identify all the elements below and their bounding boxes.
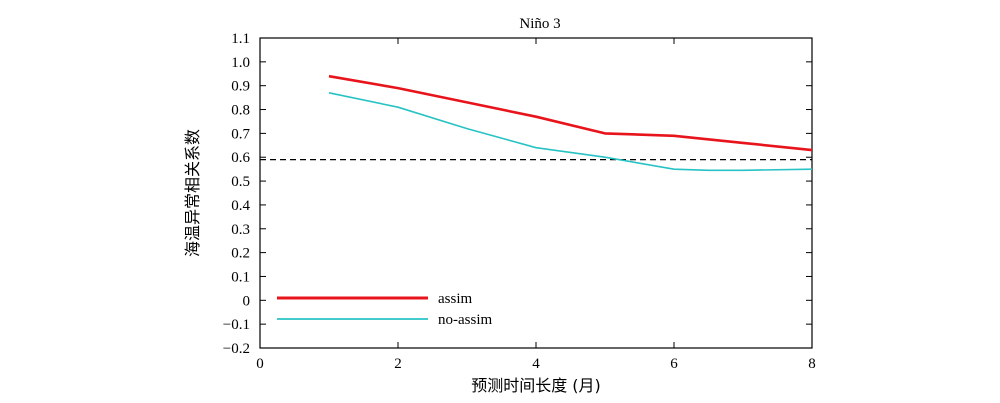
plot-frame [259, 37, 813, 349]
series-line-assim [328, 74, 813, 152]
x-tick-label: 4 [532, 356, 540, 372]
y-tick-label: 0.2 [231, 246, 250, 262]
x-tick-label: 8 [808, 356, 816, 372]
y-tick-label: −0.2 [223, 341, 250, 357]
x-tick-label: 0 [256, 356, 264, 372]
y-axis: 1.1 1.0 0.9 0.8 0.7 0.6 0.5 0.4 0.3 0.2 0.1 0 −0.1 −0… [223, 31, 812, 357]
x-axis-label: 预测时间长度 (月) [471, 376, 601, 395]
y-tick-label: 1.1 [231, 31, 250, 47]
y-tick-label: 0.8 [231, 103, 250, 119]
y-tick-label: 0.3 [231, 222, 250, 238]
chart-title: Niño 3 [519, 16, 560, 32]
y-tick-label: 1.0 [231, 55, 250, 71]
legend: assim no-assim [277, 291, 492, 328]
x-tick-label: 6 [670, 356, 678, 372]
series-line-no-assim [328, 92, 813, 172]
y-tick-label: 0.7 [231, 126, 250, 142]
y-tick-label: −0.1 [223, 317, 250, 333]
legend-label-no-assim: no-assim [438, 312, 492, 328]
y-axis-label: 海温异常相关系数 [183, 129, 202, 257]
y-tick-label: 0.1 [231, 269, 250, 285]
legend-label-assim: assim [438, 291, 473, 307]
y-tick-label: 0.4 [231, 198, 250, 214]
series-lines [328, 74, 813, 172]
y-tick-label: 0.9 [231, 79, 250, 95]
x-tick-label: 2 [394, 356, 402, 372]
y-tick-label: 0 [243, 293, 251, 309]
y-tick-label: 0.6 [231, 150, 250, 166]
y-tick-label: 0.5 [231, 174, 250, 190]
x-axis: 0 2 4 6 8 [256, 38, 816, 372]
